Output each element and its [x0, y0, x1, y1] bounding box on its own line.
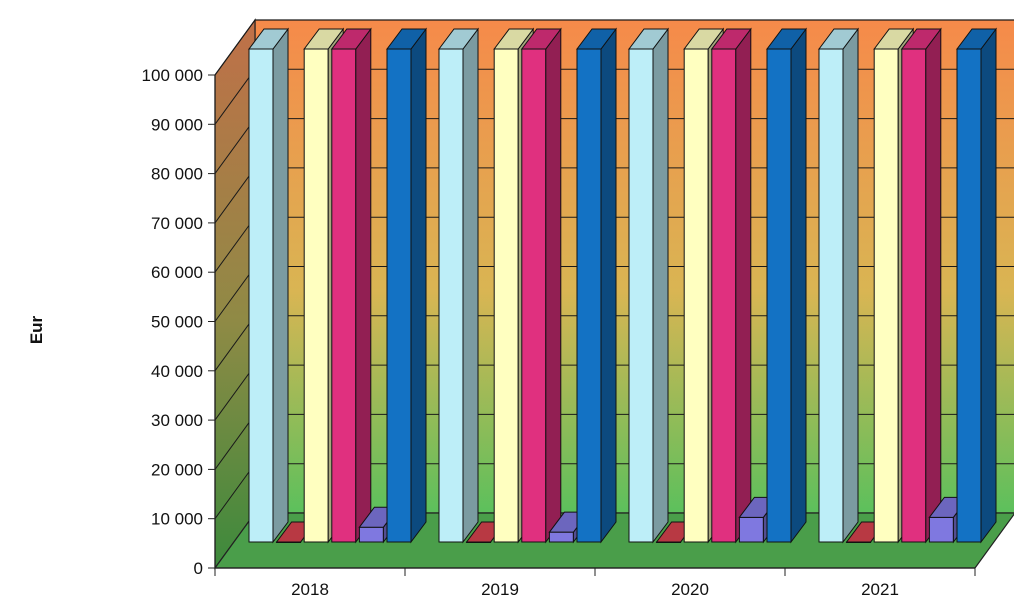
y-axis-title: Eur: [27, 315, 46, 344]
bar-front: [386, 48, 412, 543]
bar-front: [331, 48, 357, 543]
bar-front: [438, 48, 464, 543]
x-tick-label: 2019: [481, 580, 519, 599]
bar-front: [248, 48, 274, 543]
bar-side: [355, 27, 372, 544]
bar-top: [628, 28, 669, 50]
bar-front: [493, 48, 519, 543]
bar-side: [925, 27, 942, 544]
bar-front: [628, 48, 654, 543]
x-tick-label: 2021: [861, 580, 899, 599]
y-tick-label: 20 000: [151, 460, 203, 479]
bar-top: [248, 28, 289, 50]
y-tick-label: 40 000: [151, 362, 203, 381]
y-tick-label: 60 000: [151, 263, 203, 282]
bar-front: [928, 516, 954, 543]
x-tick-label: 2020: [671, 580, 709, 599]
bar-side: [410, 27, 427, 544]
bar-side: [735, 27, 752, 544]
x-tick-label: 2018: [291, 580, 329, 599]
bar-front: [303, 48, 329, 543]
bar: [900, 27, 942, 544]
bar-front: [576, 48, 602, 543]
bar: [520, 27, 562, 544]
y-tick-label: 0: [194, 559, 203, 578]
bar: [438, 27, 479, 544]
bar: [330, 27, 372, 544]
bar-top: [956, 28, 997, 50]
bar-front: [901, 48, 927, 543]
bar-front: [358, 526, 384, 543]
bar: [248, 27, 289, 544]
bar: [386, 27, 427, 544]
bar-top: [386, 28, 427, 50]
bar: [956, 27, 997, 544]
y-tick-label: 70 000: [151, 214, 203, 233]
bar: [710, 27, 752, 544]
bar-front: [873, 48, 899, 543]
bar-top: [766, 28, 807, 50]
y-tick-label: 50 000: [151, 313, 203, 332]
bar: [628, 27, 669, 544]
bar-top: [710, 28, 752, 50]
bar-side: [545, 27, 562, 544]
bar: [818, 27, 859, 544]
y-tick-label: 30 000: [151, 411, 203, 430]
gridline: [214, 19, 1014, 76]
bar-side: [790, 27, 807, 544]
bar-front: [683, 48, 709, 543]
bar-top: [520, 28, 562, 50]
bar-front: [956, 48, 982, 543]
bar: [576, 27, 617, 544]
bar-side: [600, 27, 617, 544]
bar-front: [521, 48, 547, 543]
y-tick-label: 100 000: [142, 66, 203, 85]
bar-front: [818, 48, 844, 543]
bar: [766, 27, 807, 544]
bar-top: [900, 28, 942, 50]
bar-top: [438, 28, 479, 50]
bar-top: [683, 28, 725, 50]
y-tick-label: 80 000: [151, 165, 203, 184]
bar-side: [980, 27, 997, 544]
bar-side: [842, 27, 859, 544]
y-tick-label: 10 000: [151, 510, 203, 529]
bar-top: [576, 28, 617, 50]
bar-top: [818, 28, 859, 50]
bar-top: [303, 28, 345, 50]
bar-side: [652, 27, 669, 544]
bar-top: [493, 28, 535, 50]
bar-front: [548, 531, 574, 543]
bar-front: [766, 48, 792, 543]
bar-side: [272, 27, 289, 544]
bar-front: [711, 48, 737, 543]
bar-top: [330, 28, 372, 50]
y-tick-label: 90 000: [151, 115, 203, 134]
bar-front: [738, 516, 764, 543]
bar-top: [873, 28, 915, 50]
bar-side: [462, 27, 479, 544]
